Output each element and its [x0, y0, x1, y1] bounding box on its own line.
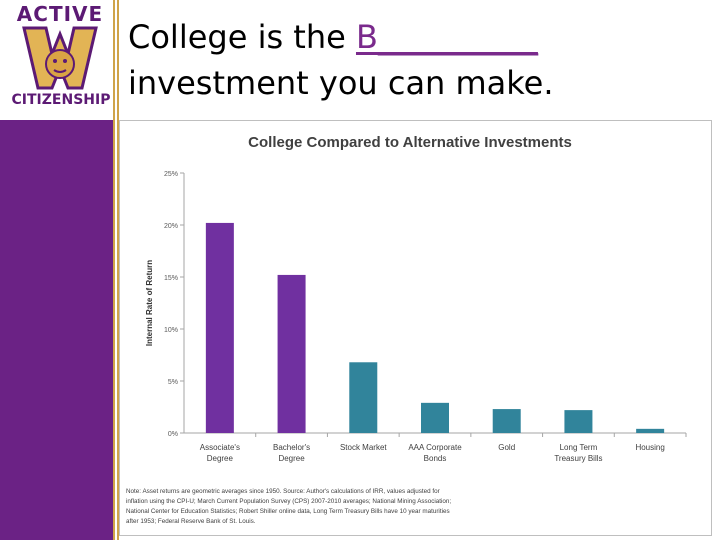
chart-note-line: National Center for Education Statistics…	[126, 508, 450, 515]
investment-returns-chart: College Compared to Alternative Investme…	[126, 134, 687, 525]
x-tick-label: Long Term	[560, 443, 598, 452]
bar-0	[205, 222, 234, 433]
logo-w-mark-icon	[22, 26, 98, 90]
y-axis-label: Internal Rate of Return	[145, 260, 154, 346]
chart-note-line: after 1953; Federal Reserve Bank of St. …	[126, 518, 256, 525]
bar-4	[492, 409, 521, 433]
x-tick-label: Stock Market	[340, 443, 387, 452]
y-tick-label: 0%	[168, 431, 178, 438]
x-tick-label: Degree	[278, 454, 305, 463]
x-tick-label: Associate's	[200, 443, 240, 452]
logo-top-text: ACTIVE	[16, 2, 104, 26]
y-tick-label: 5%	[168, 379, 178, 386]
x-tick-label: Gold	[498, 443, 515, 452]
bar-2	[349, 362, 378, 433]
y-tick-label: 15%	[164, 275, 178, 282]
chart-note: Note: Asset returns are geometric averag…	[126, 488, 451, 525]
x-tick-label: AAA Corporate	[408, 443, 462, 452]
chart-frame: College Compared to Alternative Investme…	[119, 120, 712, 536]
active-citizenship-logo: ACTIVE CITIZENSHIP	[0, 0, 122, 120]
y-tick-label: 20%	[164, 223, 178, 230]
x-tick-label: Degree	[207, 454, 234, 463]
bar-3	[421, 402, 449, 433]
left-gold-rule	[113, 0, 115, 540]
logo-bottom-text: CITIZENSHIP	[11, 92, 111, 108]
title-prefix: College is the	[128, 18, 356, 56]
left-sidebar-band	[0, 120, 113, 540]
chart-note-line: inflation using the CPI-U; March Current…	[126, 498, 451, 505]
bar-1	[277, 274, 306, 433]
bar-5	[564, 410, 593, 433]
y-tick-label: 10%	[164, 327, 178, 334]
chart-note-line: Note: Asset returns are geometric averag…	[126, 488, 440, 495]
title-line-2: investment you can make.	[128, 64, 554, 102]
x-tick-label: Bonds	[424, 454, 447, 463]
x-tick-label: Treasury Bills	[554, 454, 602, 463]
x-tick-label: Housing	[635, 443, 664, 452]
title-blank: B__________	[355, 18, 538, 56]
slide-title: College is the B__________ investment yo…	[128, 14, 708, 106]
bar-6	[636, 428, 665, 433]
y-tick-label: 25%	[164, 171, 178, 178]
chart-title: College Compared to Alternative Investme…	[248, 134, 572, 151]
x-tick-label: Bachelor's	[273, 443, 310, 452]
left-gold-rule-2	[117, 0, 119, 540]
